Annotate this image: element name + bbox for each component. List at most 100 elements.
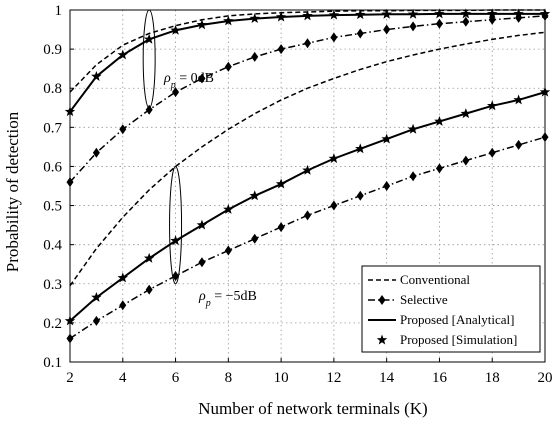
diamond-marker xyxy=(172,87,180,98)
x-tick-label: 12 xyxy=(326,370,341,386)
y-tick-label: 0.7 xyxy=(43,120,62,136)
star-marker xyxy=(91,291,102,302)
y-tick-label: 0.5 xyxy=(43,199,62,215)
diamond-marker xyxy=(224,61,232,72)
diamond-marker xyxy=(515,139,523,150)
star-marker xyxy=(143,33,155,44)
star-marker xyxy=(460,8,472,19)
legend-box xyxy=(361,265,541,353)
star-marker xyxy=(302,164,313,175)
diamond-marker xyxy=(92,147,100,158)
x-tick-label: 6 xyxy=(172,370,180,386)
y-tick-label: 0.9 xyxy=(43,42,62,58)
x-tick-label: 8 xyxy=(225,370,233,386)
y-tick-label: 0.2 xyxy=(43,316,62,332)
diamond-marker xyxy=(356,28,364,39)
star-marker xyxy=(460,108,472,119)
x-tick-label: 16 xyxy=(432,370,448,386)
legend-label: Proposed [Simulation] xyxy=(400,332,517,347)
star-marker xyxy=(249,190,260,201)
diamond-marker xyxy=(378,295,386,305)
star-marker xyxy=(170,24,181,35)
series-line xyxy=(69,12,545,113)
ellipse-0db xyxy=(142,9,156,109)
diamond-marker xyxy=(383,24,391,35)
star-marker xyxy=(196,219,208,230)
star-marker xyxy=(355,9,366,20)
series-proposed-simulation-0db xyxy=(64,8,551,117)
annotation-ellipses xyxy=(142,9,183,285)
diamond-marker xyxy=(251,51,259,62)
diamond-marker xyxy=(277,44,285,55)
star-marker xyxy=(381,133,392,144)
diamond-marker xyxy=(462,155,470,166)
y-tick-label: 0.3 xyxy=(43,277,62,293)
legend-label: Conventional xyxy=(400,272,470,287)
ellipse-minus5db xyxy=(169,165,183,285)
legend-item: Selective xyxy=(368,292,448,307)
x-axis-label: Number of network terminals (K) xyxy=(198,399,427,418)
star-marker xyxy=(117,49,129,60)
series-layer xyxy=(64,8,551,344)
star-marker xyxy=(355,143,366,154)
star-marker xyxy=(407,123,419,134)
diamond-marker xyxy=(277,222,285,233)
star-marker xyxy=(486,100,498,111)
diamond-marker xyxy=(488,147,496,158)
y-axis-label: Probability of detection xyxy=(3,111,22,272)
star-marker xyxy=(249,13,260,24)
star-marker xyxy=(302,10,313,21)
x-tick-label: 4 xyxy=(119,370,127,386)
star-marker xyxy=(513,8,524,19)
diamond-marker xyxy=(119,124,127,135)
diamond-marker xyxy=(224,245,232,256)
diamond-marker xyxy=(462,16,470,27)
legend-item: Proposed [Analytical] xyxy=(368,312,514,327)
x-tick-label: 20 xyxy=(538,370,553,386)
legend-item: Proposed [Simulation] xyxy=(376,332,517,347)
y-tick-label: 0.8 xyxy=(43,81,62,97)
diamond-marker xyxy=(172,270,180,281)
plot-frame xyxy=(69,9,546,363)
diamond-marker xyxy=(304,38,311,49)
diamond-marker xyxy=(409,21,417,32)
diamond-marker xyxy=(356,190,364,201)
diamond-marker xyxy=(92,315,100,326)
legend-label: Proposed [Analytical] xyxy=(400,312,514,327)
axis-ticks: 2 4 6 8 10 12 14 16 18 20 0.1 0.2 0.3 0.4 0.5 0.6 0.7 0.8… xyxy=(43,3,552,386)
star-marker xyxy=(328,153,340,164)
diamond-marker xyxy=(330,200,338,211)
x-tick-label: 10 xyxy=(274,370,289,386)
diamond-marker xyxy=(119,300,127,311)
star-marker xyxy=(223,15,234,26)
legend: Conventional Selective Proposed [Analytica… xyxy=(361,265,541,353)
annotation-minus5db: ρp = −5dB xyxy=(198,289,257,309)
diamond-marker xyxy=(304,210,311,221)
star-marker xyxy=(223,203,234,214)
x-tick-label: 2 xyxy=(66,370,74,386)
diamond-marker xyxy=(145,284,153,295)
y-tick-label: 0.4 xyxy=(43,238,62,254)
diamond-marker xyxy=(198,257,206,268)
star-marker xyxy=(117,272,129,283)
star-marker xyxy=(376,334,388,345)
star-marker xyxy=(91,70,102,81)
annotation-0db: ρp = 0dB xyxy=(163,71,214,91)
y-tick-label: 0.6 xyxy=(43,159,62,175)
star-marker xyxy=(328,9,340,20)
star-marker xyxy=(275,11,287,22)
y-tick-label: 1 xyxy=(55,3,63,19)
diamond-marker xyxy=(435,18,443,29)
series-conventional-0db xyxy=(69,9,545,93)
star-marker xyxy=(407,8,419,19)
legend-label: Selective xyxy=(400,292,448,307)
series-selective-minus5db xyxy=(66,132,549,344)
series-proposed-analytical-0db xyxy=(69,12,545,113)
diamond-marker xyxy=(435,163,443,174)
series-line xyxy=(69,9,545,93)
series-line xyxy=(69,31,546,287)
diamond-marker xyxy=(330,32,338,43)
star-marker xyxy=(434,115,445,126)
x-tick-label: 14 xyxy=(379,370,395,386)
